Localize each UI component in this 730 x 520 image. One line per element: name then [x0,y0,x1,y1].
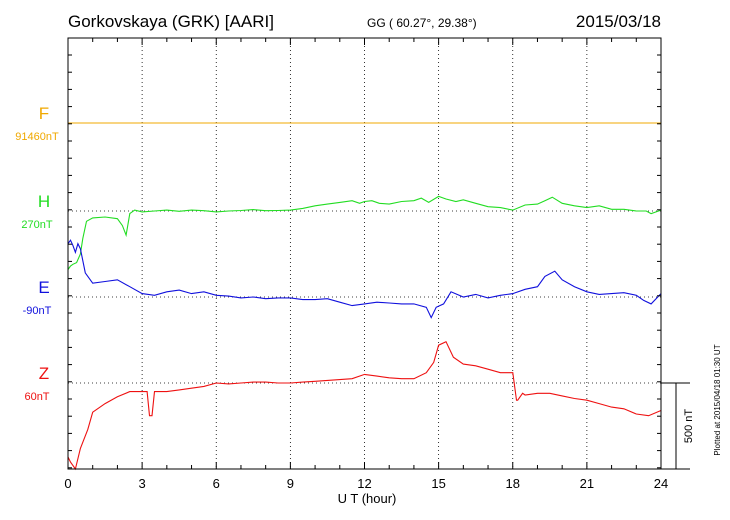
x-tick-label: 9 [287,476,294,491]
station-title: Gorkovskaya (GRK) [AARI] [68,12,274,31]
x-tick-label: 18 [506,476,520,491]
series-name-z: Z [39,364,49,383]
x-axis-title: U T (hour) [338,491,397,506]
x-tick-label: 0 [64,476,71,491]
x-tick-label: 24 [654,476,668,491]
x-tick-label: 15 [431,476,445,491]
scale-bar: 500 nT [661,382,695,470]
series-line-h [67,195,662,270]
grid-lines [68,38,661,469]
series-baseline-e: -90nT [23,305,52,317]
x-tick-label: 6 [213,476,220,491]
series-group [67,122,662,471]
series-name-h: H [38,192,50,211]
series-baseline-z: 60nT [24,391,49,403]
series-baseline-f: 91460nT [15,131,59,143]
scale-bar-label: 500 nT [683,409,695,444]
series-labels: F 91460nT H 270nT E -90nT Z 60nT [15,104,59,403]
axes: 0 3 6 9 12 15 18 21 24 [64,37,668,491]
plotted-timestamp: Plotted at 2015/04/18 01:30 UT [713,344,722,455]
series-name-e: E [38,278,49,297]
x-tick-label: 3 [139,476,146,491]
date-label: 2015/03/18 [576,12,661,31]
series-baseline-h: 270nT [21,219,52,231]
coordinates-label: GG ( 60.27°, 29.38°) [367,16,477,30]
series-name-f: F [39,104,49,123]
series-line-e [67,239,662,319]
x-tick-label: 12 [357,476,371,491]
x-tick-label: 21 [580,476,594,491]
series-line-z [67,340,662,471]
